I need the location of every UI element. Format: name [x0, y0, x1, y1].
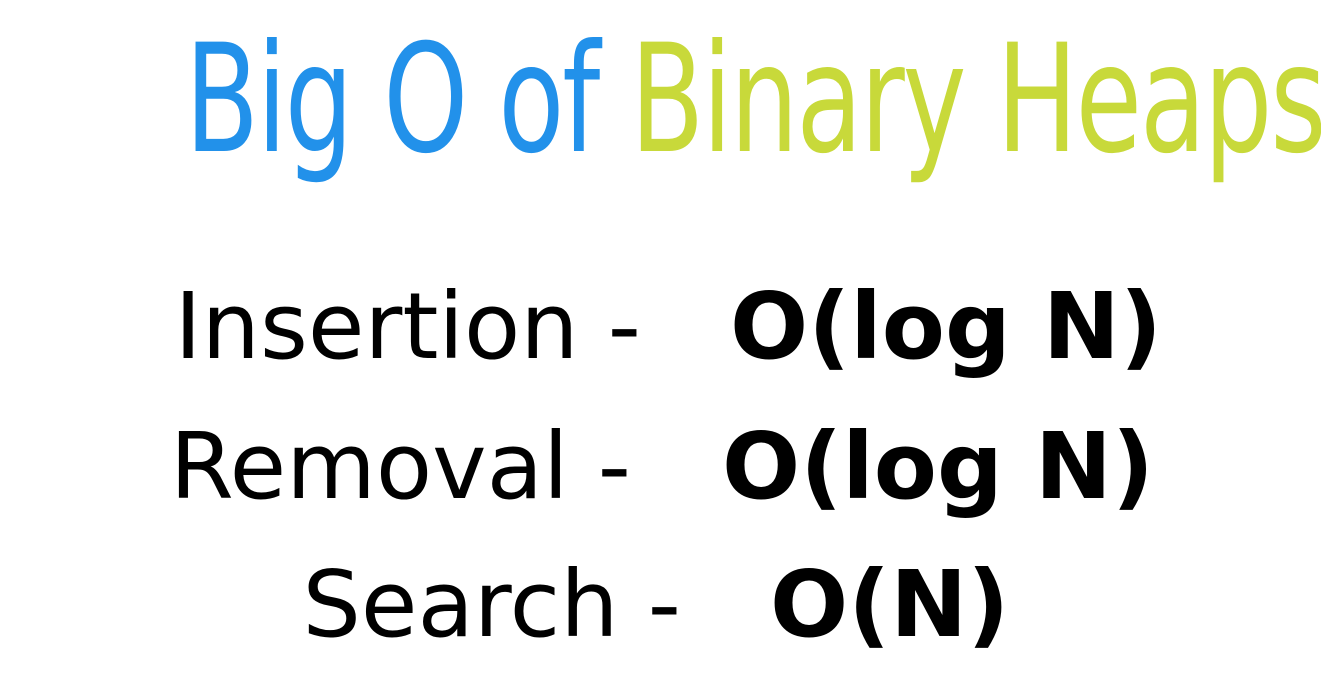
operation-row-search: Search - O(N) — [0, 540, 1321, 670]
operation-label: Search - — [302, 551, 681, 658]
operation-complexity: O(log N) — [722, 413, 1154, 520]
operation-row-insertion: Insertion - O(log N) — [0, 262, 1321, 392]
title-binary-heaps: Binary Heaps — [630, 13, 1321, 187]
operation-complexity: O(log N) — [730, 273, 1162, 380]
operation-row-removal: Removal - O(log N) — [0, 402, 1321, 532]
operation-complexity: O(N) — [770, 551, 1010, 658]
page-title: Big O of Binary Heaps — [184, 0, 1321, 200]
operation-label: Insertion - — [174, 273, 641, 380]
title-big-o: Big O of — [184, 13, 600, 187]
operation-label: Removal - — [169, 413, 631, 520]
